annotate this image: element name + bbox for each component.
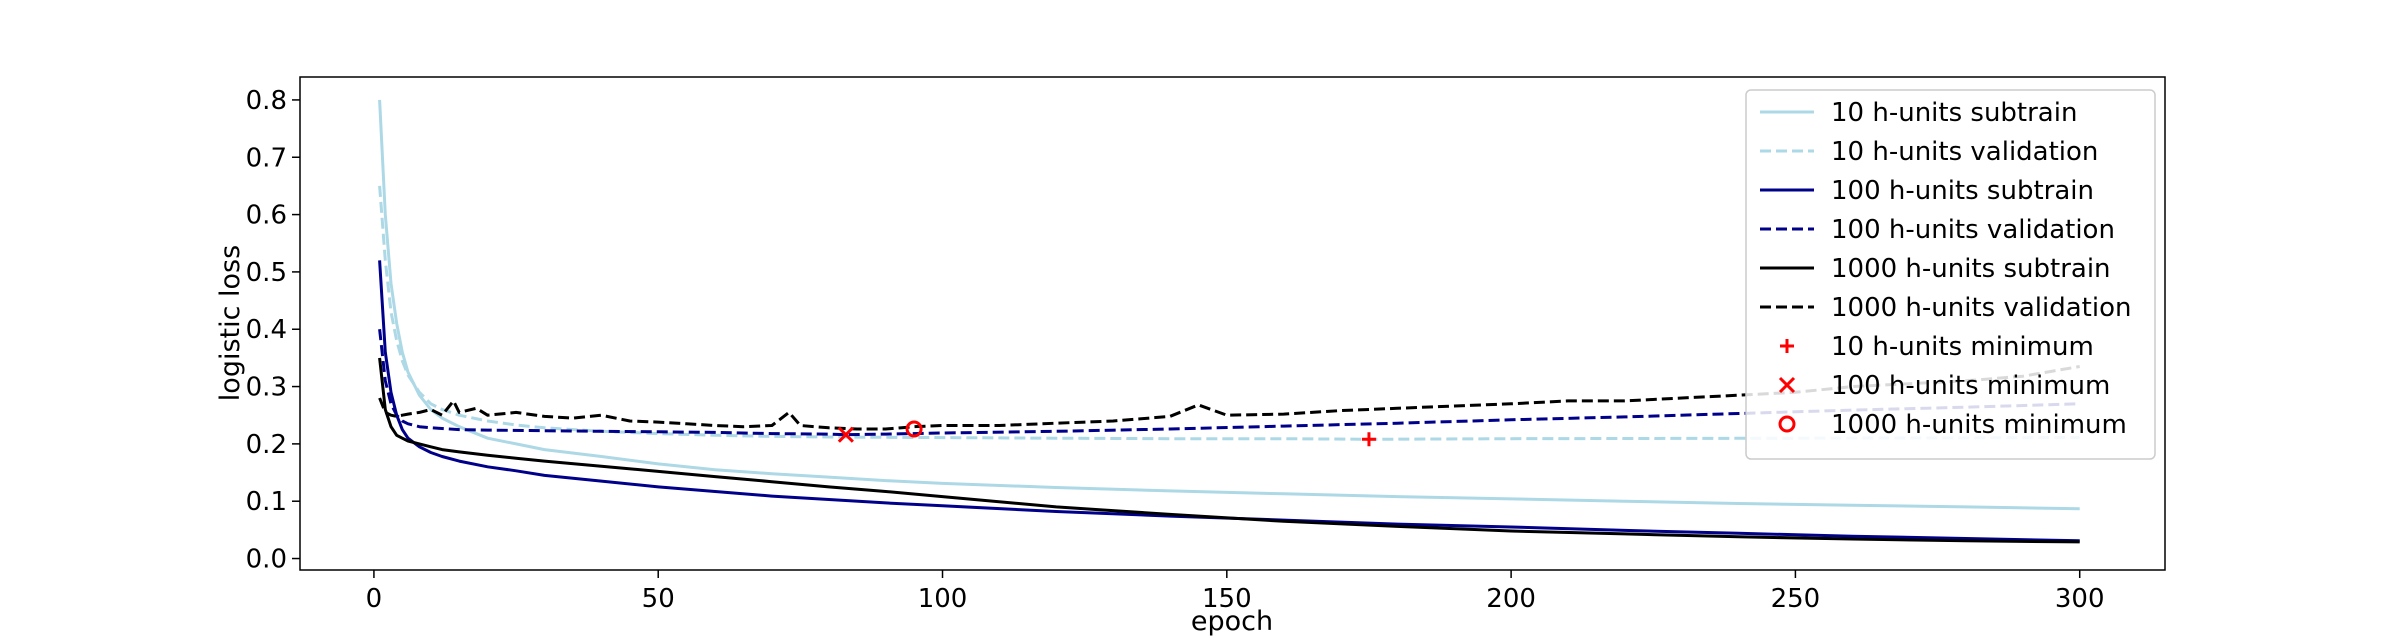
series-line-1000-h-units-subtrain [378, 357, 2080, 544]
legend-label: 10 h-units subtrain [1831, 98, 2077, 128]
minimum-markers [837, 420, 1376, 447]
legend-swatch [1780, 339, 1794, 353]
legend-item-10-h-units-validation: 10 h-units validation [1760, 137, 2098, 167]
x-tick-label: 200 [1486, 584, 1536, 614]
legend-label: 100 h-units validation [1831, 215, 2115, 245]
legend-label: 1000 h-units validation [1831, 293, 2132, 323]
x-axis-label: epoch [1191, 606, 1273, 637]
legend: 10 h-units subtrain 10 h-units validation… [1745, 89, 2156, 460]
x-tick-label: 150 [1202, 584, 1252, 614]
series-line-1000-h-units-validation [378, 365, 2080, 431]
series-line-10-h-units-validation [378, 185, 2080, 441]
y-tick-label: 0.5 [246, 258, 287, 288]
legend-item-100-h-units-validation: 100 h-units validation [1760, 215, 2115, 245]
legend-label: 100 h-units minimum [1831, 371, 2110, 401]
legend-swatch [1778, 376, 1796, 394]
legend-label: 10 h-units validation [1831, 137, 2098, 167]
x-tick-label: 50 [642, 584, 675, 614]
y-tick-label: 0.0 [246, 545, 287, 575]
series-line-100-h-units-validation [378, 329, 2080, 437]
y-tick-label: 0.8 [246, 86, 287, 116]
legend-label: 1000 h-units subtrain [1831, 254, 2111, 284]
x-tick-label: 250 [1771, 584, 1821, 614]
legend-item-10-h-units-minimum: 10 h-units minimum [1780, 332, 2094, 362]
legend-label: 10 h-units minimum [1831, 332, 2094, 362]
series-layer [378, 99, 2080, 544]
legend-item-100-h-units-minimum: 100 h-units minimum [1778, 371, 2110, 401]
y-axis-ticks: 0.0 0.1 0.2 0.3 0.4 0.5 0.6 0.7 0.8 [246, 86, 300, 575]
marker-1000-h-units-minimum [905, 420, 923, 438]
legend-frame [1745, 89, 2156, 460]
legend-item-100-h-units-subtrain: 100 h-units subtrain [1760, 176, 2094, 206]
y-axis-label: logistic loss [215, 245, 246, 401]
x-tick-label: 100 [918, 584, 968, 614]
y-tick-label: 0.4 [246, 315, 287, 345]
y-tick-label: 0.6 [246, 201, 287, 231]
legend-label: 1000 h-units minimum [1831, 410, 2127, 440]
marker-100-h-units-minimum [837, 426, 854, 443]
y-tick-label: 0.7 [246, 143, 287, 173]
series-line-100-h-units-subtrain [378, 260, 2080, 543]
legend-item-1000-h-units-minimum: 1000 h-units minimum [1778, 410, 2127, 440]
legend-item-1000-h-units-validation: 1000 h-units validation [1760, 293, 2132, 323]
legend-item-10-h-units-subtrain: 10 h-units subtrain [1760, 98, 2077, 128]
y-tick-label: 0.1 [246, 487, 287, 517]
legend-item-1000-h-units-subtrain: 1000 h-units subtrain [1760, 254, 2111, 284]
x-tick-label: 0 [366, 584, 383, 614]
legend-label: 100 h-units subtrain [1831, 176, 2094, 206]
y-tick-label: 0.2 [246, 430, 287, 460]
y-tick-label: 0.3 [246, 373, 287, 403]
legend-swatch [1778, 415, 1796, 433]
x-axis-ticks: 0 50 100 150 200 250 300 [366, 570, 2105, 614]
marker-10-h-units-minimum [1361, 432, 1376, 447]
x-tick-label: 300 [2055, 584, 2105, 614]
